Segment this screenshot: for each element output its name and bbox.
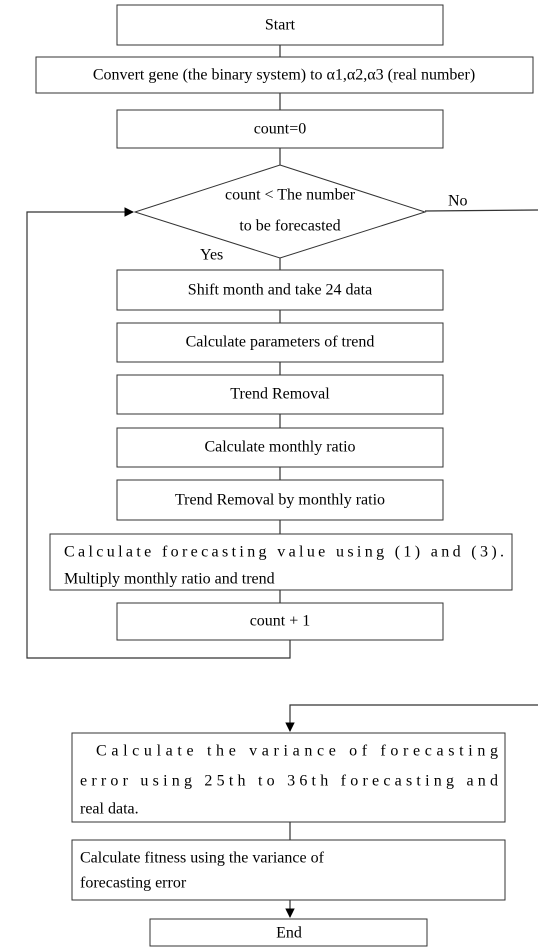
node-text: forecasting error [80, 875, 187, 892]
start-box [116, 4, 444, 46]
no-branch-arrow [285, 704, 538, 732]
process-box [71, 732, 506, 823]
no-branch [424, 209, 538, 212]
process-box [116, 602, 444, 641]
node-text: error using 25th to 36th forecasting and [80, 773, 498, 790]
process-box [116, 322, 444, 363]
node-text: Convert gene (the binary system) to α1,α… [93, 67, 475, 84]
process-box [116, 109, 444, 149]
node-text: Trend Removal by monthly ratio [175, 492, 385, 509]
process-box [35, 56, 534, 94]
node-text: Multiply monthly ratio and trend [64, 571, 275, 588]
edge-label: Yes [200, 247, 223, 264]
node-text: count < The number [225, 187, 356, 204]
node-text: Start [265, 17, 296, 34]
node-text: Calculate monthly ratio [204, 439, 355, 456]
edge-label: No [448, 193, 468, 210]
process-box [116, 427, 444, 468]
connectors [26, 45, 538, 918]
loop-back-arrow [26, 207, 291, 659]
end-box [149, 918, 428, 947]
node-text: Calculate the variance of forecasting [96, 743, 498, 760]
node-text: Trend Removal [230, 386, 330, 403]
node-text: Shift month and take 24 data [188, 282, 372, 299]
decision-diamond [133, 164, 427, 259]
node-text: real data. [80, 801, 139, 818]
node-text: to be forecasted [239, 218, 340, 235]
node-text: Calculate forecasting value using (1) an… [64, 544, 504, 561]
process-box [116, 479, 444, 521]
node-text: Calculate parameters of trend [186, 334, 375, 351]
node-text: End [276, 925, 302, 942]
process-box [71, 839, 506, 901]
node-text: count + 1 [250, 613, 311, 630]
process-box [116, 374, 444, 415]
node-text: count=0 [254, 121, 307, 138]
process-box [116, 269, 444, 311]
node-text: Calculate fitness using the variance of [80, 850, 325, 867]
process-box [49, 533, 513, 591]
